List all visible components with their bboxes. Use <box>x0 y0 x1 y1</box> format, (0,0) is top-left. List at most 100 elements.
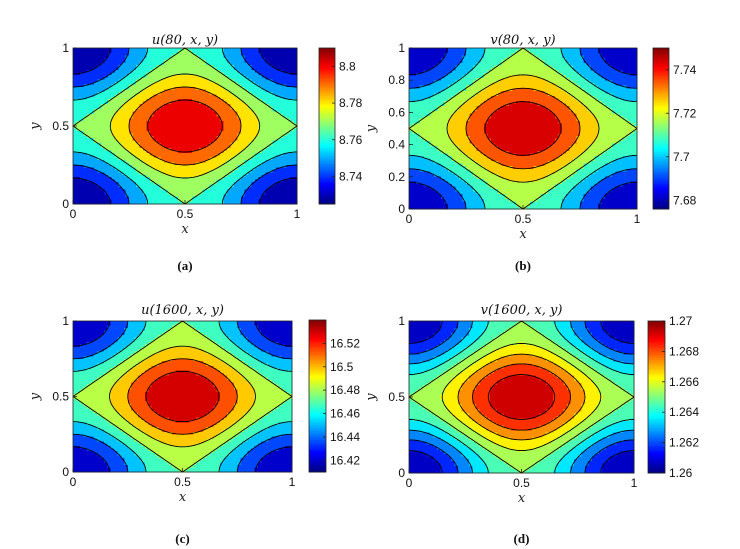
contour-line <box>408 47 638 210</box>
contour-fill <box>73 321 293 473</box>
x-tick-label: 0.5 <box>177 207 194 221</box>
y-tick-label: 0.8 <box>388 73 405 87</box>
colorbar-tick-label: 16.52 <box>330 336 360 350</box>
colorbar-tick-label: 1.27 <box>669 314 693 328</box>
y-tick-label: 0 <box>62 197 69 211</box>
colorbar <box>319 48 335 205</box>
contour-line <box>487 374 556 420</box>
contour-fill <box>409 48 638 210</box>
contour-line <box>72 47 298 205</box>
colorbar-tick-label: 1.262 <box>669 436 699 450</box>
y-tick-label: 0.5 <box>52 390 69 404</box>
contour-line <box>72 320 293 473</box>
colorbar-tick-label: 1.26 <box>669 466 693 480</box>
contour-line <box>409 47 637 210</box>
contour-line <box>147 99 223 153</box>
colorbar-tick-label: 16.46 <box>330 407 360 421</box>
contour-line <box>109 345 256 448</box>
colorbar-tick-label: 1.266 <box>669 375 699 389</box>
contour-line <box>409 321 634 473</box>
chart-title: u(80, x, y) <box>152 33 218 48</box>
y-tick-label: 0.5 <box>52 119 69 133</box>
x-tick-label: 1 <box>289 475 296 489</box>
contour-line <box>73 47 297 205</box>
colorbar-tick-label: 8.78 <box>339 96 363 110</box>
y-tick-label: 0.4 <box>388 138 405 152</box>
y-axis-label: y <box>28 122 43 131</box>
x-tick-label: 0 <box>406 476 413 490</box>
colorbar-tick-label: 8.8 <box>339 59 356 73</box>
x-tick-label: 0 <box>70 475 77 489</box>
panel-caption: (c) <box>175 531 189 546</box>
contour-line <box>457 353 586 441</box>
y-tick-label: 0.6 <box>388 105 405 119</box>
x-tick-label: 1 <box>631 476 638 490</box>
panel-b: 0 0.5 1 0 0.2 0.4 0.6 0.8 1 v(80, x, y) x y (b) 7.68 7… <box>364 33 697 273</box>
chart-title: v(1600, x, y) <box>481 303 563 318</box>
contour-line <box>408 47 638 210</box>
colorbar-tick-label: 16.44 <box>330 430 360 444</box>
contour-line <box>109 73 261 179</box>
panel-a: 0 0.5 1 0 0.5 1 u(80, x, y) x y (a) 8.74 8.76 8.78 8.… <box>28 33 363 273</box>
x-tick-label: 0 <box>70 207 77 221</box>
panel-caption: (b) <box>515 258 531 273</box>
contour-line <box>409 320 634 474</box>
panel-caption: (a) <box>177 258 192 273</box>
y-tick-label: 0 <box>62 465 69 479</box>
x-tick-label: 1 <box>634 212 641 226</box>
contour-line <box>408 320 635 474</box>
contour-fill <box>409 321 635 474</box>
colorbar <box>309 320 326 473</box>
y-tick-label: 1 <box>398 314 405 328</box>
x-tick-label: 0.5 <box>174 475 191 489</box>
x-axis-label: x <box>181 222 189 237</box>
colorbar-tick-label: 16.42 <box>330 453 360 467</box>
y-tick-label: 0.5 <box>388 390 405 404</box>
x-tick-label: 0 <box>406 212 413 226</box>
colorbar-tick-label: 16.48 <box>330 383 360 397</box>
x-axis-label: x <box>518 491 526 506</box>
colorbar-tick-label: 8.74 <box>339 169 363 183</box>
x-axis-label: x <box>179 490 187 505</box>
colorbar <box>648 321 665 474</box>
contour-line <box>72 320 293 473</box>
contour-lines <box>72 47 298 205</box>
x-axis-label: x <box>519 227 527 242</box>
contour-line <box>127 358 238 435</box>
contour-line <box>408 47 638 210</box>
y-tick-label: 1 <box>62 41 69 55</box>
y-tick-label: 1 <box>62 314 69 328</box>
colorbar-tick-label: 7.72 <box>673 106 697 120</box>
contour-line <box>128 86 242 166</box>
panel-caption: (d) <box>514 531 530 546</box>
contour-lines <box>408 320 635 474</box>
colorbar-tick-label: 7.7 <box>673 150 690 164</box>
contour-lines <box>72 320 293 473</box>
colorbar-tick-label: 8.76 <box>339 133 363 147</box>
contour-line <box>472 363 571 431</box>
panel-c: 0 0.5 1 0 0.5 1 u(1600, x, y) x y (c) 16.42 16.44 16… <box>28 303 360 546</box>
y-tick-label: 0 <box>398 466 405 480</box>
contour-line <box>408 320 635 474</box>
colorbar-tick-label: 7.68 <box>673 193 697 207</box>
contour-lines <box>408 47 638 210</box>
contour-line <box>446 74 600 183</box>
y-axis-label: y <box>364 124 379 133</box>
contour-fill <box>73 48 298 205</box>
contour-line <box>465 87 581 170</box>
colorbar-tick-label: 1.268 <box>669 344 699 358</box>
y-tick-label: 1 <box>398 41 405 55</box>
contour-line <box>441 342 602 452</box>
y-axis-label: y <box>28 392 43 401</box>
colorbar-tick-label: 1.264 <box>669 405 699 419</box>
contour-line <box>72 320 293 473</box>
y-axis-label: y <box>364 393 379 402</box>
y-tick-label: 0 <box>398 202 405 216</box>
colorbar-tick-label: 16.5 <box>330 360 354 374</box>
contour-line <box>145 370 220 423</box>
panel-d: 0 0.5 1 0 0.5 1 v(1600, x, y) x y (d) 1.26 1.262 1.2… <box>364 303 699 546</box>
y-tick-label: 0.2 <box>388 170 405 184</box>
contour-line <box>72 48 298 204</box>
contour-line <box>408 320 635 474</box>
